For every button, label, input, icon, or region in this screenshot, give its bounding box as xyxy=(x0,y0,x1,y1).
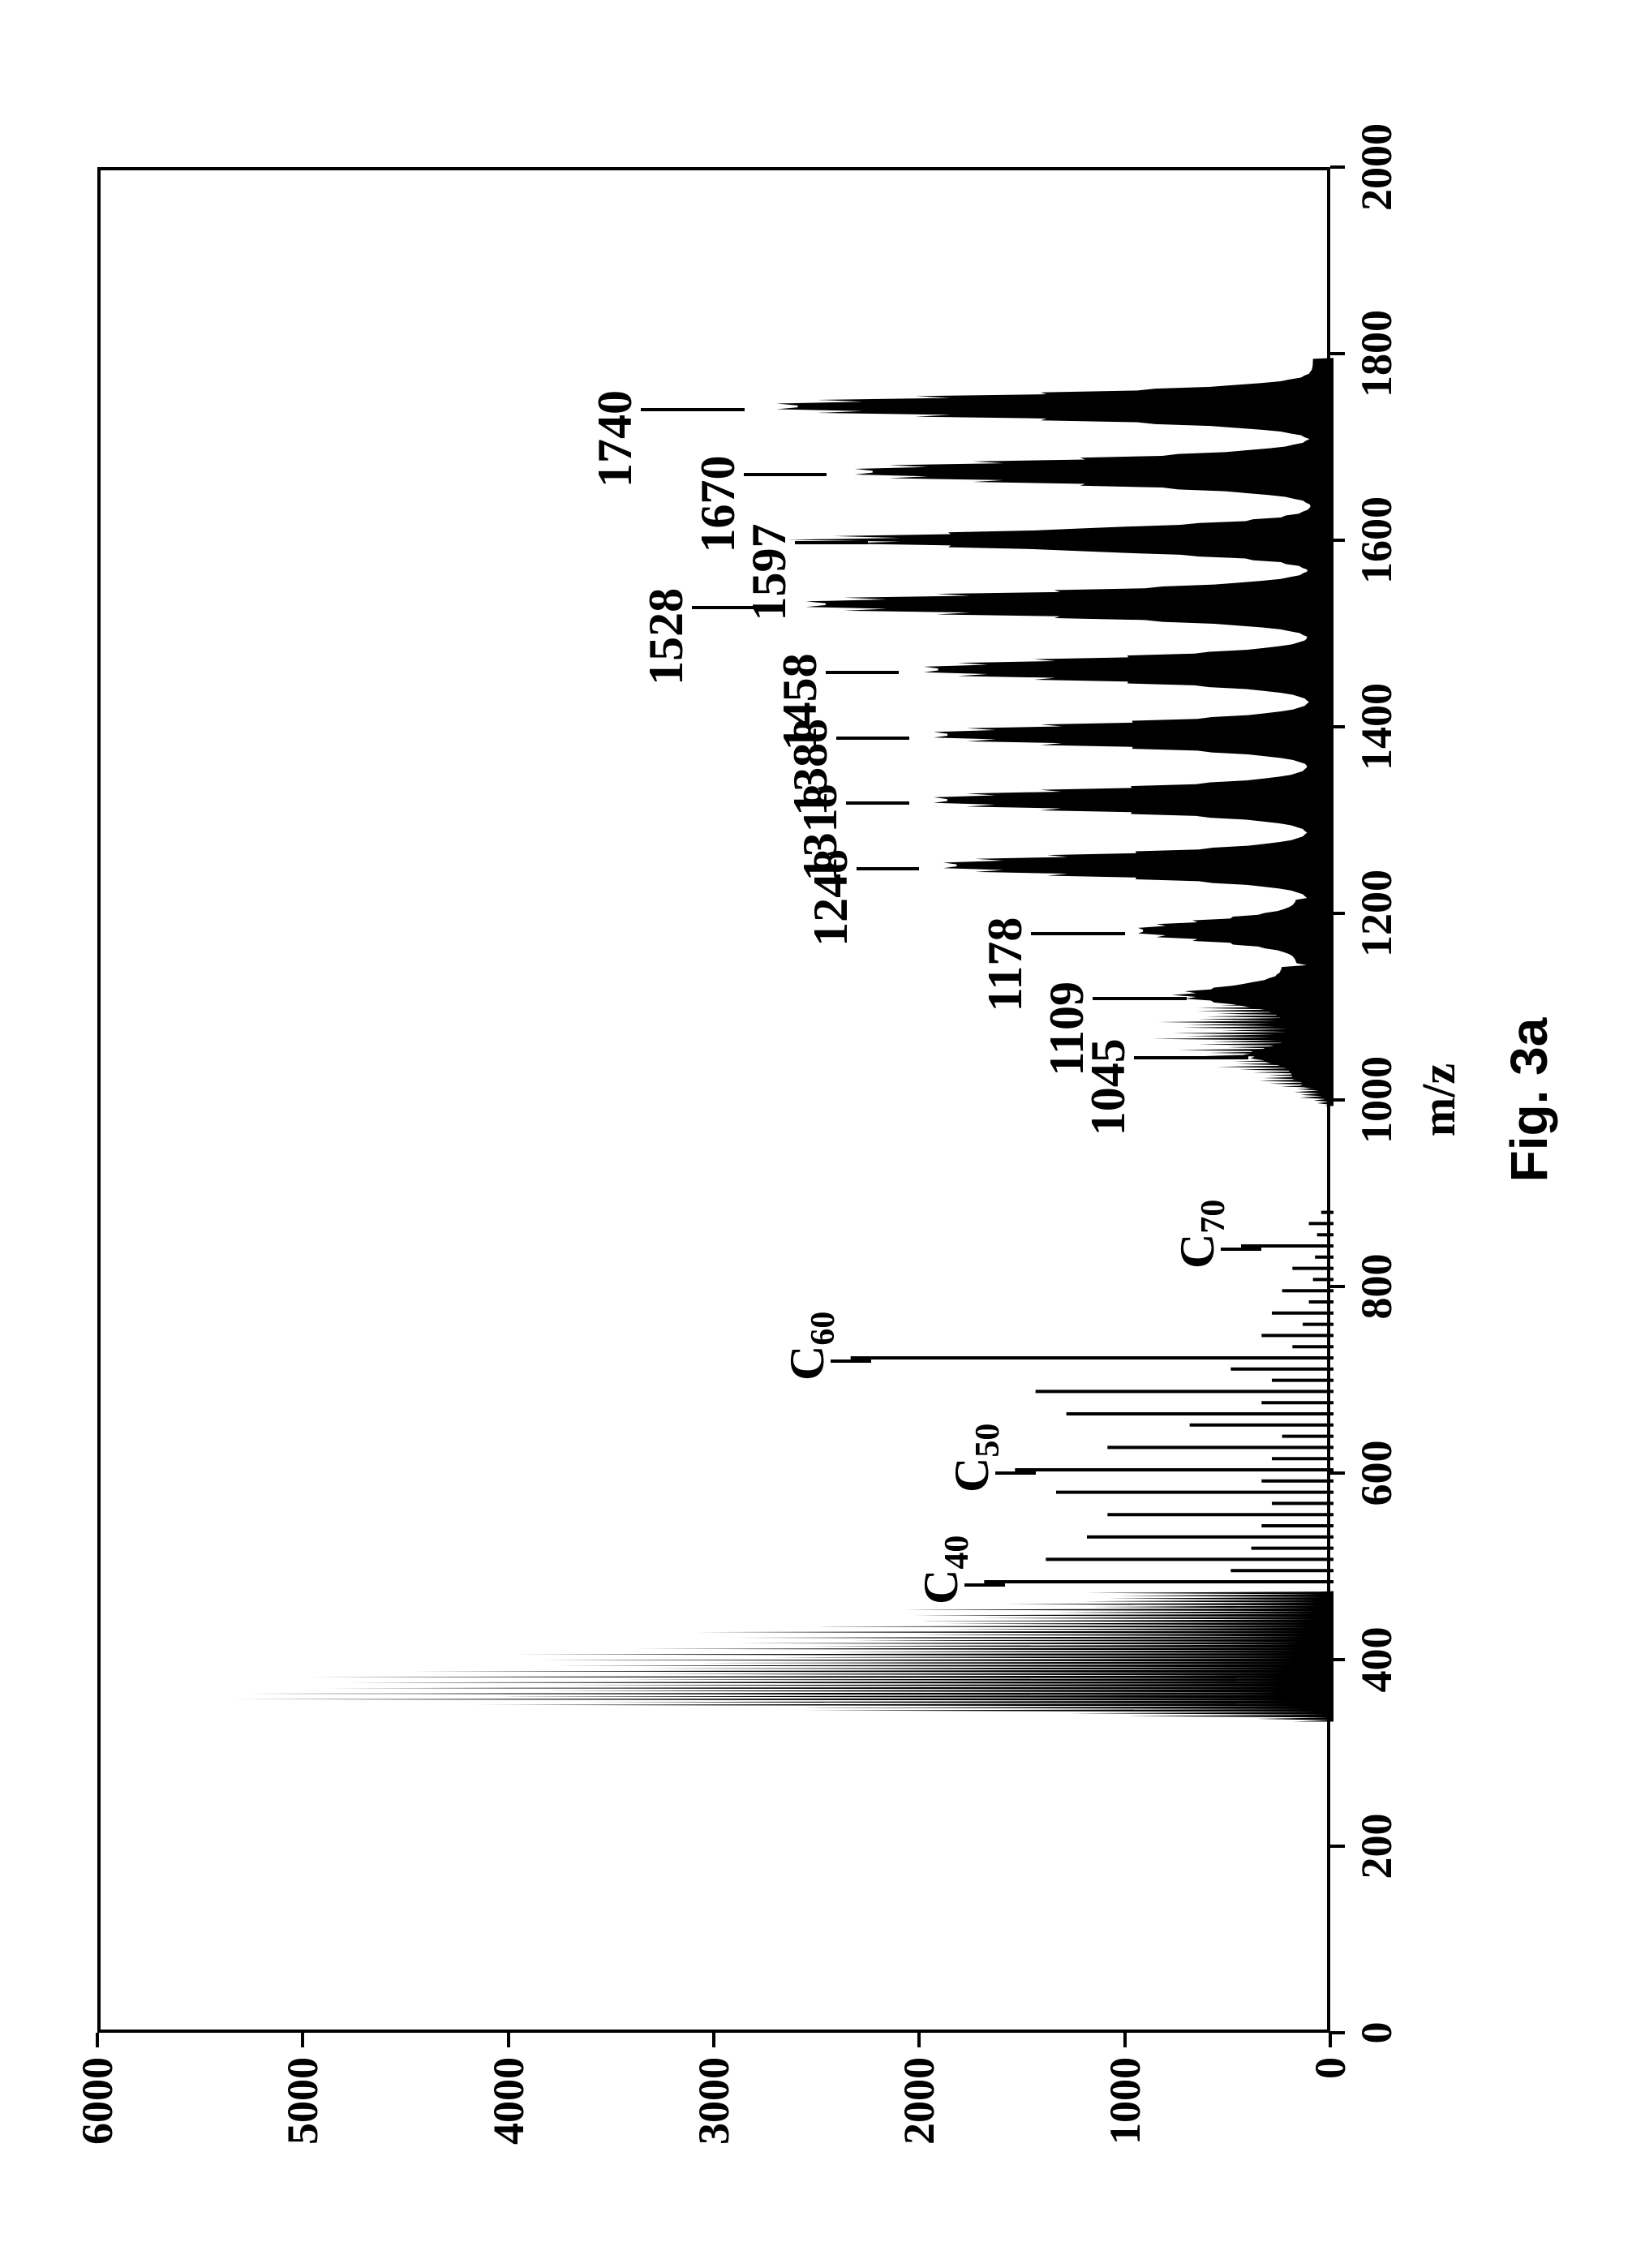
spectrum-svg xyxy=(101,164,1334,2030)
x-tick xyxy=(1330,2031,1345,2034)
peak-label-1528: 1528 xyxy=(638,588,694,685)
y-tick xyxy=(301,2033,304,2047)
x-tick xyxy=(1330,1471,1345,1475)
x-tick xyxy=(1330,539,1345,542)
y-tick xyxy=(507,2033,510,2047)
peak-leader-line xyxy=(826,671,899,674)
figure-caption: Fig. 3a xyxy=(1499,1018,1559,1183)
peak-leader-line xyxy=(846,801,908,805)
y-tick-label: 5000 xyxy=(277,2057,328,2145)
peak-leader-line xyxy=(641,408,745,411)
peak-leader-line xyxy=(1031,932,1124,935)
y-tick-label: 0 xyxy=(1305,2057,1355,2079)
x-tick-label: 1800 xyxy=(1351,310,1402,397)
x-tick xyxy=(1330,1845,1345,1848)
x-tick xyxy=(1330,165,1345,169)
x-tick-label: 600 xyxy=(1351,1441,1402,1506)
peak-label-1670: 1670 xyxy=(690,456,746,553)
y-tick xyxy=(917,2033,921,2047)
peak-label-1597: 1597 xyxy=(741,523,797,621)
x-axis-label: m/z xyxy=(1411,1063,1466,1136)
x-tick-label: 2000 xyxy=(1351,123,1402,211)
figure-rotated-container: m/z Fig. 3a 0 200 400 600 800 1000 1200 1400 160… xyxy=(0,0,1632,2268)
y-tick-label: 3000 xyxy=(689,2057,739,2145)
peak-leader-line xyxy=(836,737,909,740)
x-tick xyxy=(1330,1285,1345,1288)
x-tick-label: 200 xyxy=(1351,1814,1402,1879)
x-tick xyxy=(1330,1098,1345,1102)
peak-label-1458: 1458 xyxy=(772,653,828,750)
peak-label-1109: 1109 xyxy=(1039,982,1095,1076)
c-label-60: C60 xyxy=(779,1312,843,1381)
x-tick xyxy=(1330,725,1345,728)
y-tick-label: 4000 xyxy=(483,2057,534,2145)
x-tick-label: 1600 xyxy=(1351,496,1402,584)
c-label-70: C70 xyxy=(1170,1200,1233,1269)
x-tick xyxy=(1330,912,1345,915)
y-tick-label: 6000 xyxy=(72,2057,122,2145)
peak-leader-line xyxy=(744,474,827,477)
plot-area xyxy=(97,167,1330,2033)
x-tick xyxy=(1330,1658,1345,1661)
y-tick-label: 1000 xyxy=(1100,2057,1150,2145)
x-tick-label: 1400 xyxy=(1351,683,1402,771)
y-tick xyxy=(1329,2033,1332,2047)
c-label-50: C50 xyxy=(944,1424,1007,1493)
y-tick xyxy=(96,2033,99,2047)
c-label-40: C40 xyxy=(913,1536,977,1604)
x-tick-label: 1000 xyxy=(1351,1056,1402,1144)
peak-leader-line xyxy=(857,867,919,870)
x-tick-label: 1200 xyxy=(1351,870,1402,957)
x-tick-label: 0 xyxy=(1351,2022,1402,2044)
peak-leader-line xyxy=(1093,997,1186,1000)
peak-label-1178: 1178 xyxy=(977,917,1033,1012)
x-tick-label: 800 xyxy=(1351,1254,1402,1320)
x-tick-label: 400 xyxy=(1351,1627,1402,1693)
y-tick-label: 2000 xyxy=(894,2057,944,2145)
peak-leader-line xyxy=(1134,1056,1248,1059)
peak-label-1740: 1740 xyxy=(587,390,643,488)
y-tick xyxy=(1123,2033,1127,2047)
peak-leader-line xyxy=(795,541,868,544)
y-tick xyxy=(712,2033,715,2047)
x-tick xyxy=(1330,352,1345,355)
